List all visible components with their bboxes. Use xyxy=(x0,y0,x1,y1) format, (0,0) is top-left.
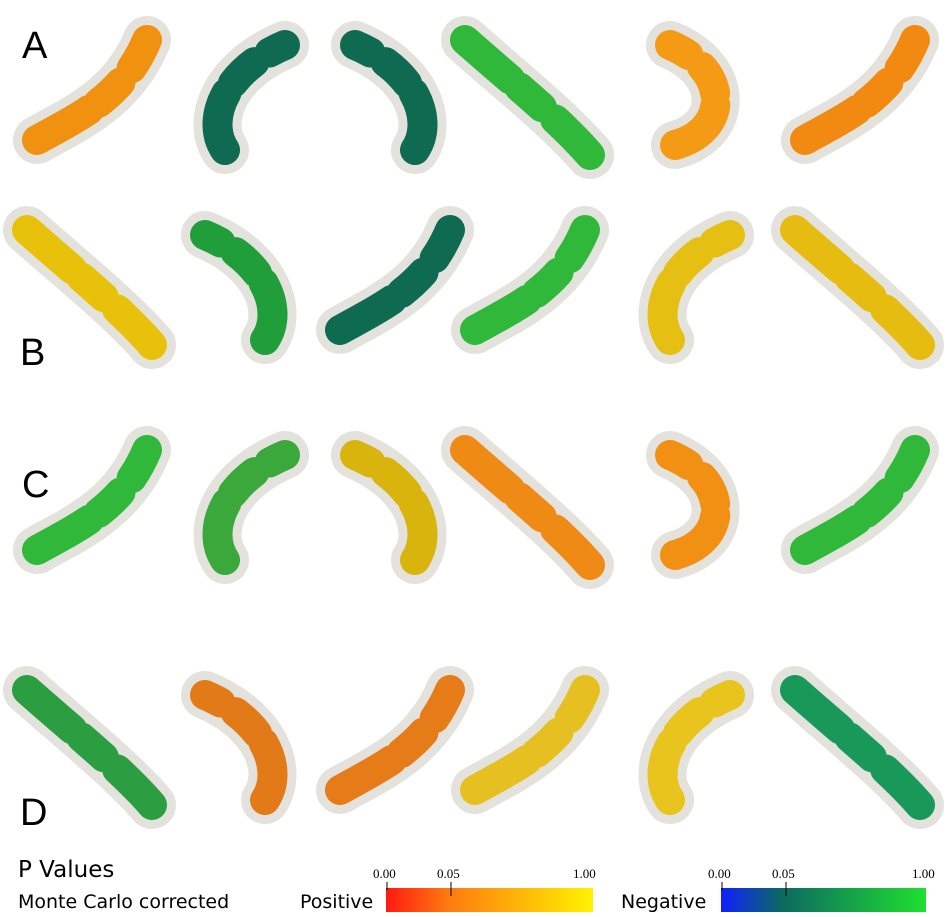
surface xyxy=(795,690,920,805)
surface xyxy=(475,230,585,330)
positive-label: Positive xyxy=(300,891,373,913)
surface xyxy=(475,690,585,790)
surface xyxy=(465,450,590,565)
surface xyxy=(37,40,147,140)
legend-title: P Values xyxy=(18,857,114,883)
surface xyxy=(805,40,915,140)
surface xyxy=(27,690,152,805)
panel-label: B xyxy=(20,332,45,374)
negative-label: Negative xyxy=(621,891,706,913)
panel-label: D xyxy=(20,792,47,834)
surface xyxy=(340,690,450,790)
surface xyxy=(37,450,147,550)
positive-colorbar xyxy=(386,888,593,912)
colorbar-tick-label: 0.00 xyxy=(373,866,396,881)
colorbar-tick-label: 0.05 xyxy=(772,866,795,881)
colorbar-tick-label: 0.00 xyxy=(708,866,731,881)
colorbar-tick-label: 1.00 xyxy=(912,866,935,881)
surface xyxy=(27,230,152,345)
figure: A B C D P Values Monte Carlo corrected P… xyxy=(0,0,949,917)
surface xyxy=(805,450,915,550)
surface xyxy=(340,230,450,330)
colorbar-tick-label: 0.05 xyxy=(437,866,460,881)
surface xyxy=(465,40,590,155)
hippocampus-renderings xyxy=(27,40,920,805)
negative-colorbar xyxy=(721,888,926,912)
surface xyxy=(795,230,920,345)
legend-subtitle: Monte Carlo corrected xyxy=(18,891,229,913)
panel-label: A xyxy=(22,25,48,67)
colorbar-tick-label: 1.00 xyxy=(573,866,596,881)
panel-label: C xyxy=(22,464,49,506)
